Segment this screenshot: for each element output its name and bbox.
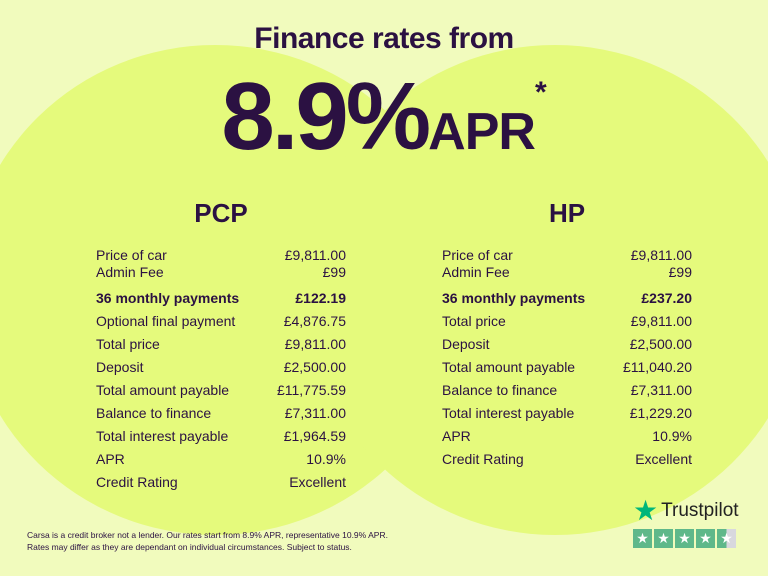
row-label: Price of car (96, 247, 167, 263)
row-value: £99 (322, 264, 346, 280)
row-label: Deposit (96, 359, 144, 375)
table-row: Price of car £9,811.00 (442, 247, 692, 264)
row-value: £2,500.00 (283, 359, 346, 375)
row-value: £11,775.59 (276, 382, 346, 398)
row-label: Credit Rating (442, 451, 524, 467)
row-label: Total price (96, 336, 160, 352)
table-row: 36 monthly payments £237.20 (442, 287, 692, 310)
row-value: 10.9% (306, 451, 346, 467)
table-row: APR 10.9% (96, 448, 346, 471)
row-value: 10.9% (652, 428, 692, 444)
row-label: Total price (442, 313, 506, 329)
row-label: Balance to finance (442, 382, 558, 398)
row-value: £7,311.00 (284, 405, 346, 421)
row-value: £4,876.75 (283, 313, 346, 329)
half-star-icon: ★ (717, 529, 736, 548)
table-row: Deposit £2,500.00 (96, 356, 346, 379)
row-label: Total interest payable (442, 405, 575, 421)
table-row: Balance to finance £7,311.00 (96, 402, 346, 425)
row-label: Admin Fee (96, 264, 164, 280)
hp-title: HP (548, 198, 586, 228)
row-label: 36 monthly payments (96, 290, 240, 306)
table-row: Credit Rating Excellent (442, 448, 692, 471)
rating-stars: ★ ★ ★ ★ ★ (633, 529, 739, 548)
trustpilot-badge[interactable]: ★ Trustpilot ★ ★ ★ ★ ★ (633, 497, 739, 548)
row-label: 36 monthly payments (442, 290, 586, 306)
table-row: Total interest payable £1,229.20 (442, 402, 692, 425)
hp-column: HP Price of car £9,811.00 Admin Fee £99 36 m… (442, 198, 692, 471)
row-value: £1,964.59 (283, 428, 346, 444)
table-row: Total interest payable £1,964.59 (96, 425, 346, 448)
row-label: Total amount payable (442, 359, 576, 375)
row-label: Deposit (442, 336, 490, 352)
row-value: Excellent (289, 474, 346, 490)
star-icon: ★ (633, 495, 659, 526)
row-label: Credit Rating (96, 474, 178, 490)
table-row: Price of car £9,811.00 (96, 247, 346, 264)
row-label: Admin Fee (442, 264, 510, 280)
row-label: Optional final payment (96, 313, 236, 329)
table-row: Balance to finance £7,311.00 (442, 379, 692, 402)
row-value: Excellent (635, 451, 692, 467)
table-row: APR 10.9% (442, 425, 692, 448)
row-value: £99 (668, 264, 692, 280)
decorative-circle-right (305, 45, 768, 535)
row-label: Balance to finance (96, 405, 212, 421)
row-value: £122.19 (295, 290, 346, 306)
row-value: £1,229.20 (629, 405, 692, 421)
row-value: £11,040.20 (622, 359, 692, 375)
row-value: £9,811.00 (630, 313, 692, 329)
table-row: Total price £9,811.00 (442, 310, 692, 333)
rate-asterisk: * (534, 76, 547, 109)
disclaimer-line: Rates may differ as they are dependant o… (27, 542, 352, 552)
star-icon: ★ (633, 529, 652, 548)
row-value: £9,811.00 (284, 336, 346, 352)
rate-display: 8.9%APR* (0, 62, 768, 172)
row-label: Total amount payable (96, 382, 230, 398)
star-icon: ★ (675, 529, 694, 548)
rate-label: APR (428, 103, 536, 161)
star-icon: ★ (654, 529, 673, 548)
row-label: APR (96, 451, 125, 467)
table-row: Admin Fee £99 (96, 264, 346, 281)
table-row: Total amount payable £11,775.59 (96, 379, 346, 402)
row-value: £7,311.00 (630, 382, 692, 398)
headline: Finance rates from (254, 22, 514, 55)
table-row: Deposit £2,500.00 (442, 333, 692, 356)
rate-value: 8.9% (221, 63, 431, 170)
row-label: Price of car (442, 247, 513, 263)
pcp-title: PCP (194, 198, 248, 228)
table-row: Total amount payable £11,040.20 (442, 356, 692, 379)
row-label: APR (442, 428, 471, 444)
row-value: £237.20 (641, 290, 692, 306)
disclaimer: Carsa is a credit broker not a lender. O… (27, 529, 388, 553)
row-value: £2,500.00 (629, 336, 692, 352)
table-row: Admin Fee £99 (442, 264, 692, 281)
row-value: £9,811.00 (630, 247, 692, 263)
table-row: Credit Rating Excellent (96, 471, 346, 494)
table-row: 36 monthly payments £122.19 (96, 287, 346, 310)
row-label: Total interest payable (96, 428, 229, 444)
row-value: £9,811.00 (284, 247, 346, 263)
trustpilot-name: Trustpilot (661, 500, 739, 521)
disclaimer-line: Carsa is a credit broker not a lender. O… (27, 530, 388, 540)
table-row: Total price £9,811.00 (96, 333, 346, 356)
pcp-column: PCP Price of car £9,811.00 Admin Fee £99 36 … (96, 198, 346, 494)
table-row: Optional final payment £4,876.75 (96, 310, 346, 333)
star-icon: ★ (696, 529, 715, 548)
